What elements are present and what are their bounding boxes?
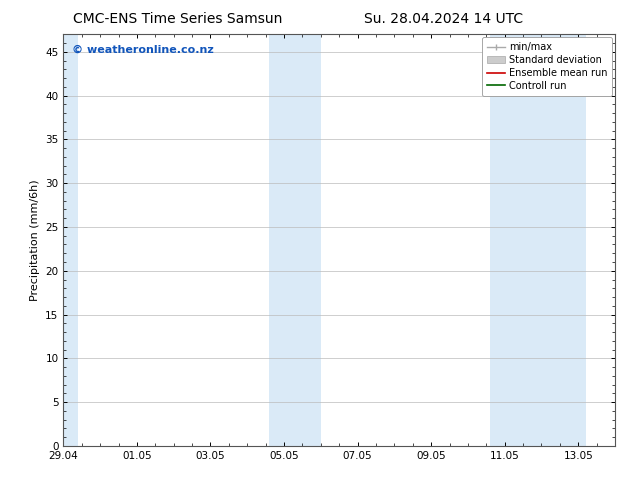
Bar <box>523 34 586 446</box>
Legend: min/max, Standard deviation, Ensemble mean run, Controll run: min/max, Standard deviation, Ensemble me… <box>482 37 612 96</box>
Text: CMC-ENS Time Series Samsun: CMC-ENS Time Series Samsun <box>73 12 282 26</box>
Text: Su. 28.04.2024 14 UTC: Su. 28.04.2024 14 UTC <box>365 12 523 26</box>
Y-axis label: Precipitation (mm/6h): Precipitation (mm/6h) <box>30 179 40 301</box>
Text: © weatheronline.co.nz: © weatheronline.co.nz <box>72 45 214 54</box>
Bar <box>490 34 523 446</box>
Bar <box>63 34 78 446</box>
Bar <box>269 34 321 446</box>
